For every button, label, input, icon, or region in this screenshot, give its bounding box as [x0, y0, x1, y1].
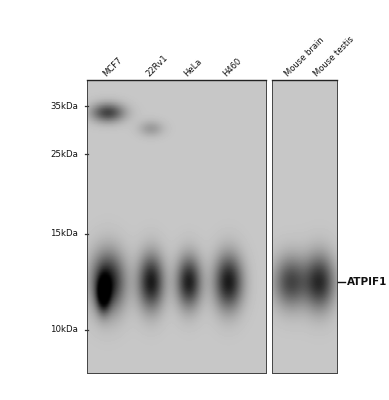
FancyBboxPatch shape — [272, 80, 336, 373]
FancyBboxPatch shape — [87, 80, 266, 373]
Text: 22Rv1: 22Rv1 — [144, 53, 169, 78]
Text: 10kDa: 10kDa — [50, 325, 78, 334]
Text: ATPIF1: ATPIF1 — [347, 277, 387, 287]
Text: 35kDa: 35kDa — [50, 102, 78, 111]
Text: MCF7: MCF7 — [101, 56, 124, 78]
Text: H460: H460 — [221, 56, 244, 78]
Text: 15kDa: 15kDa — [50, 229, 78, 238]
Text: 25kDa: 25kDa — [50, 150, 78, 159]
Text: HeLa: HeLa — [182, 57, 203, 78]
Text: Mouse brain: Mouse brain — [284, 36, 326, 78]
Text: Mouse testis: Mouse testis — [312, 35, 356, 78]
